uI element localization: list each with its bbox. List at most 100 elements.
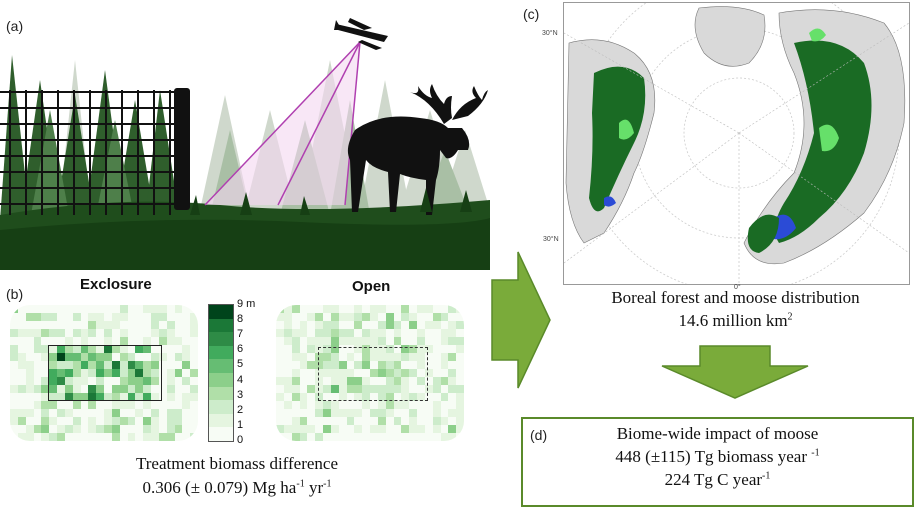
heatmap-cell: [330, 409, 339, 417]
heatmap-cell: [323, 393, 331, 401]
heatmap-cell: [354, 409, 363, 417]
heatmap-cell: [283, 345, 292, 353]
heatmap-cell: [33, 321, 42, 329]
heatmap-cell: [119, 321, 128, 329]
heatmap-cell: [338, 377, 347, 385]
heatmap-cell: [417, 433, 425, 441]
heatmap-cell: [432, 369, 441, 377]
heatmap-cell: [385, 345, 394, 353]
heatmap-cell: [409, 361, 417, 369]
heatmap-cell: [417, 305, 425, 313]
heatmap-cell: [424, 377, 433, 385]
heatmap-cell: [57, 361, 65, 369]
heatmap-cell: [182, 401, 191, 409]
heatmap-cell: [354, 393, 363, 401]
heatmap-cell: [448, 369, 457, 377]
heatmap-cell: [377, 345, 386, 353]
lat-label-top: 30°N: [542, 30, 558, 37]
heatmap-cell: [57, 393, 65, 401]
heatmap-cell: [182, 345, 191, 353]
heatmap-cell: [330, 377, 339, 385]
heatmap-cell: [432, 353, 441, 361]
heatmap-cell: [143, 393, 151, 401]
heatmap-cell: [291, 377, 300, 385]
heatmap-cell: [401, 321, 410, 329]
heatmap-cell: [143, 401, 151, 409]
heatmap-cell: [362, 329, 370, 337]
heatmap-cell: [362, 409, 370, 417]
heatmap-cell: [417, 417, 425, 425]
heatmap-cell: [72, 361, 81, 369]
heatmap-cell: [88, 425, 97, 433]
heatmap-cell: [448, 401, 457, 409]
heatmap-cell: [440, 361, 449, 369]
heatmap-cell: [25, 337, 34, 345]
heatmap-cell: [143, 385, 151, 393]
heatmap-cell: [307, 409, 316, 417]
heatmap-cell: [127, 345, 136, 353]
heatmap-cell: [127, 425, 136, 433]
heatmap-cell: [385, 369, 394, 377]
heatmap-cell: [17, 409, 26, 417]
heatmap-cell: [57, 433, 65, 441]
heatmap-cell: [41, 313, 50, 321]
heatmap-cell: [377, 401, 386, 409]
heatmap-cell: [64, 393, 73, 401]
legend-tick-label: 2: [237, 403, 244, 416]
heatmap-cell: [41, 401, 50, 409]
heatmap-cell: [33, 409, 42, 417]
heatmap-cell: [17, 313, 26, 321]
heatmap-cell: [424, 369, 433, 377]
heatmap-cell: [456, 329, 464, 337]
heatmap-cell: [377, 329, 386, 337]
heatmap-cell: [33, 401, 42, 409]
heatmap-cell: [111, 425, 120, 433]
heatmap-cell: [96, 409, 104, 417]
heatmap-cell: [370, 337, 378, 345]
heatmap-cell: [104, 321, 112, 329]
heatmap-cell: [135, 337, 144, 345]
heatmap-cell: [393, 377, 402, 385]
heatmap-cell: [119, 305, 128, 313]
heatmap-cell: [166, 361, 175, 369]
heatmap-cell: [424, 409, 433, 417]
heatmap-cell: [307, 313, 316, 321]
heatmap-cell: [448, 345, 457, 353]
heatmap-cell: [362, 377, 370, 385]
panel-d-line2: 448 (±115) Tg biomass year -1: [615, 447, 820, 466]
heatmap-cell: [432, 337, 441, 345]
heatmap-cell: [385, 393, 394, 401]
heatmap-cell: [190, 321, 198, 329]
heatmap-cell: [49, 393, 57, 401]
polar-projection-map: [564, 3, 909, 284]
heatmap-cell: [283, 329, 292, 337]
heatmap-cell: [190, 353, 198, 361]
heatmap-cell: [17, 329, 26, 337]
heatmap-cell: [424, 345, 433, 353]
heatmap-cell: [354, 353, 363, 361]
heatmap-cell: [174, 433, 183, 441]
heatmap-cell: [111, 329, 120, 337]
heatmap-cell: [307, 329, 316, 337]
heatmap-cell: [64, 425, 73, 433]
heatmap-cell: [10, 425, 18, 433]
heatmap-cell: [143, 345, 151, 353]
heatmap-cell: [291, 361, 300, 369]
heatmap-cell: [424, 321, 433, 329]
heatmap-cell: [315, 305, 323, 313]
heatmap-cell: [57, 425, 65, 433]
heatmap-cell: [166, 353, 175, 361]
heatmap-cell: [315, 433, 323, 441]
heatmap-cell: [143, 321, 151, 329]
heatmap-cell: [283, 377, 292, 385]
heatmap-cell: [17, 305, 26, 313]
heatmap-cell: [25, 401, 34, 409]
heatmap-cell: [151, 361, 159, 369]
heatmap-cell: [88, 305, 97, 313]
heatmap-cell: [166, 345, 175, 353]
legend-tick-label: 5: [237, 358, 244, 371]
heatmap-cell: [370, 329, 378, 337]
heatmap-cell: [323, 369, 331, 377]
heatmap-cell: [401, 305, 410, 313]
heatmap-cell: [143, 337, 151, 345]
